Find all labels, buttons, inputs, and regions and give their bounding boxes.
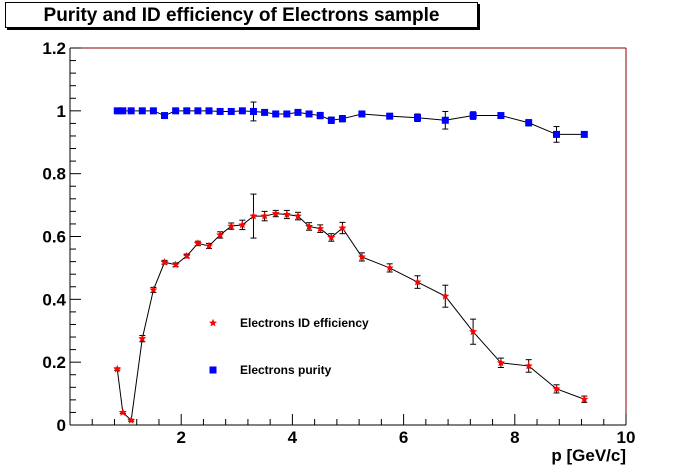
legend-marker [209,366,217,374]
purity-point [294,108,302,116]
purity-point [216,107,224,115]
purity-point [497,112,505,120]
purity-point [205,107,213,115]
series-group [113,101,589,424]
efficiency-point [580,395,589,403]
efficiency-point [524,361,533,370]
y-tick-label: 0 [57,416,66,435]
efficiency-point [552,384,561,393]
legend-label: Electrons purity [240,363,332,377]
purity-point [261,108,269,116]
purity-point [358,110,366,118]
purity-point [161,112,169,120]
efficiency-point [469,327,478,336]
legend: Electrons ID efficiency Electrons purity [209,316,369,377]
x-tick-label: 10 [617,428,636,447]
purity-point [227,107,235,115]
purity-point [283,110,291,118]
efficiency-point [149,285,158,294]
efficiency-point [413,277,422,286]
purity-point [525,119,533,127]
efficiency-point [441,291,450,300]
efficiency-point [138,334,147,342]
x-tick-label: 8 [510,428,519,447]
y-tick-label: 1 [57,102,66,121]
purity-point [386,112,394,120]
efficiency-point [327,233,336,241]
efficiency-series [113,193,589,424]
chart-title-box: Purity and ID efficiency of Electrons sa… [5,2,478,28]
efficiency-point [249,211,258,220]
purity-point [580,130,588,138]
efficiency-point [385,263,394,272]
purity-point [238,107,246,115]
purity-point [113,107,121,115]
efficiency-point [216,230,225,239]
efficiency-point [357,252,366,261]
purity-point [553,130,560,138]
y-tick-label: 1.2 [42,39,66,58]
efficiency-point [305,222,314,230]
efficiency-point [238,220,247,229]
legend-marker [209,318,217,327]
axes-group: 2 4 6 8 10 0 0.2 0.4 0.6 0.8 1 1.2 [42,39,635,447]
efficiency-point [316,224,325,233]
purity-point [138,107,146,115]
efficiency-point [496,358,505,367]
efficiency-point [293,211,302,220]
purity-point [272,110,280,118]
efficiency-point [338,223,347,232]
purity-point [149,107,157,115]
x-axis-title: p [GeV/c] [551,446,626,465]
efficiency-point [205,241,213,250]
x-tick-label: 2 [176,428,185,447]
x-tick-label: 4 [288,428,298,447]
efficiency-point [227,221,236,230]
purity-point [441,116,449,124]
purity-point [305,110,313,118]
efficiency-point [271,209,280,217]
efficiency-point [127,416,136,424]
efficiency-point [113,364,122,373]
purity-point [183,107,191,115]
y-tick-label: 0.8 [42,165,66,184]
purity-point [414,114,421,122]
chart-title: Purity and ID efficiency of Electrons sa… [43,5,440,26]
purity-point [127,107,135,115]
efficiency-point [182,251,191,260]
purity-point [119,107,127,115]
efficiency-point [171,260,180,269]
purity-point [172,107,180,115]
x-tick-label: 6 [399,428,408,447]
series-line [117,110,585,135]
purity-point [327,116,335,124]
y-tick-label: 0.2 [42,353,66,372]
efficiency-point [260,211,269,220]
purity-point [338,115,346,123]
efficiency-point [118,408,127,416]
y-tick-label: 0.4 [42,290,66,309]
efficiency-point [282,210,291,218]
efficiency-point [193,239,202,247]
purity-series [113,101,588,143]
legend-label: Electrons ID efficiency [240,316,369,330]
purity-point [316,112,324,120]
efficiency-point [160,258,169,266]
purity-point [249,107,257,115]
purity-point [194,107,202,115]
y-tick-label: 0.6 [42,228,66,247]
purity-point [469,112,477,120]
